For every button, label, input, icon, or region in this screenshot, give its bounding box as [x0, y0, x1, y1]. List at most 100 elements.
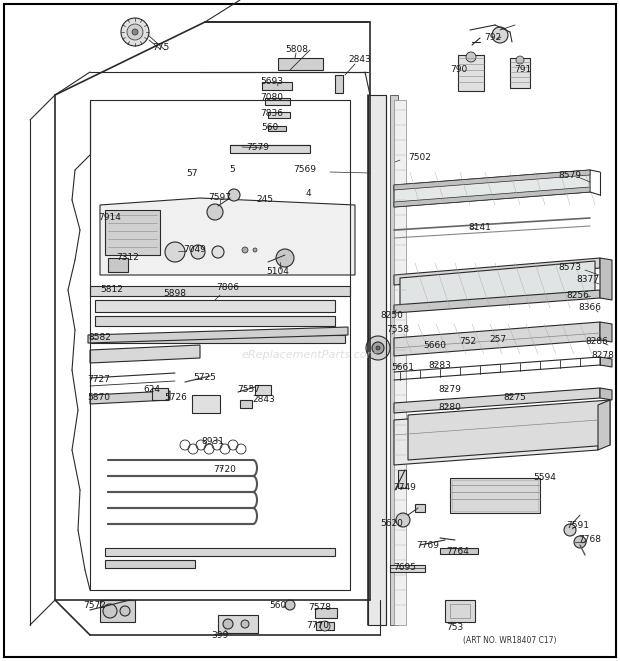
Text: 5104: 5104 [267, 268, 290, 276]
Polygon shape [394, 388, 600, 413]
Bar [316, 622, 334, 630]
Text: 790: 790 [450, 65, 467, 75]
Text: 8579: 8579 [559, 171, 582, 180]
Text: 8280: 8280 [438, 403, 461, 412]
Bar [192, 395, 220, 413]
Circle shape [276, 249, 294, 267]
Text: 7579: 7579 [247, 143, 270, 153]
Bar [390, 565, 425, 572]
Text: 560: 560 [269, 600, 286, 609]
Circle shape [564, 524, 576, 536]
Polygon shape [394, 170, 590, 190]
Text: 5: 5 [229, 165, 235, 175]
Text: 7749: 7749 [394, 483, 417, 492]
Bar [95, 300, 335, 312]
Circle shape [492, 27, 508, 43]
Bar [255, 385, 271, 395]
Polygon shape [90, 345, 200, 363]
Text: 7769: 7769 [417, 541, 440, 551]
Bar [335, 75, 343, 93]
Bar [268, 126, 286, 131]
Text: 5898: 5898 [164, 288, 187, 297]
Polygon shape [394, 290, 600, 313]
Circle shape [241, 620, 249, 628]
Circle shape [396, 513, 410, 527]
Text: 5812: 5812 [100, 286, 123, 295]
Circle shape [121, 18, 149, 46]
Text: 791: 791 [515, 65, 531, 75]
Text: 8141: 8141 [469, 223, 492, 233]
Text: 7578: 7578 [309, 603, 332, 613]
Text: 7572: 7572 [84, 600, 107, 609]
Circle shape [320, 621, 330, 631]
Text: 8278: 8278 [591, 352, 614, 360]
Circle shape [103, 604, 117, 618]
Bar [240, 400, 252, 408]
Text: 8250: 8250 [381, 311, 404, 319]
Bar [90, 286, 350, 296]
Polygon shape [600, 258, 612, 300]
Text: 8275: 8275 [503, 393, 526, 403]
Polygon shape [88, 327, 348, 343]
Text: 8286: 8286 [585, 338, 608, 346]
Text: 8573: 8573 [559, 264, 582, 272]
Circle shape [132, 29, 138, 35]
Text: 7049: 7049 [184, 245, 206, 254]
Text: 7558: 7558 [386, 325, 409, 334]
Bar [445, 600, 475, 622]
Text: 624: 624 [143, 385, 161, 395]
Text: 7768: 7768 [578, 535, 601, 545]
Bar [450, 604, 470, 618]
Text: 7836: 7836 [260, 108, 283, 118]
Bar [390, 95, 398, 625]
Text: 560: 560 [262, 124, 278, 132]
Text: 5693: 5693 [260, 77, 283, 87]
Text: 7080: 7080 [260, 93, 283, 102]
Bar [105, 560, 195, 568]
Bar [440, 548, 478, 554]
Bar [315, 608, 337, 618]
Text: 7764: 7764 [446, 547, 469, 557]
Polygon shape [600, 357, 612, 367]
Text: 775: 775 [153, 42, 170, 52]
Text: 5660: 5660 [423, 340, 446, 350]
Text: 8582: 8582 [89, 332, 112, 342]
Circle shape [120, 606, 130, 616]
Circle shape [242, 247, 248, 253]
Text: 7914: 7914 [99, 214, 122, 223]
Text: 8931: 8931 [202, 438, 224, 446]
Polygon shape [600, 322, 612, 342]
Polygon shape [408, 400, 610, 460]
Text: 7806: 7806 [216, 284, 239, 293]
Bar [268, 112, 290, 118]
Circle shape [223, 619, 233, 629]
Text: (ART NO. WR18407 C17): (ART NO. WR18407 C17) [463, 637, 557, 646]
Circle shape [574, 536, 586, 548]
Text: 7557: 7557 [237, 385, 260, 393]
Text: 2843: 2843 [348, 56, 371, 65]
Text: 245: 245 [257, 196, 273, 204]
Bar [262, 82, 292, 90]
Text: 8256: 8256 [567, 290, 590, 299]
Bar [230, 145, 310, 153]
Text: 7720: 7720 [213, 465, 236, 475]
Text: 4: 4 [305, 190, 311, 198]
Text: 7312: 7312 [117, 253, 140, 262]
Bar [100, 600, 135, 622]
Polygon shape [90, 391, 170, 404]
Text: 5725: 5725 [193, 373, 216, 383]
Circle shape [212, 246, 224, 258]
Text: 57: 57 [186, 169, 198, 178]
Circle shape [466, 52, 476, 62]
Text: 7695: 7695 [394, 563, 417, 572]
Text: 5594: 5594 [534, 473, 556, 481]
Text: 8279: 8279 [438, 385, 461, 395]
Bar [510, 58, 530, 88]
Text: 792: 792 [484, 34, 502, 42]
Text: 5726: 5726 [164, 393, 187, 403]
Bar [452, 480, 538, 511]
Circle shape [285, 600, 295, 610]
Text: 7569: 7569 [293, 165, 316, 175]
Circle shape [366, 336, 390, 360]
Text: 7770: 7770 [306, 621, 329, 629]
